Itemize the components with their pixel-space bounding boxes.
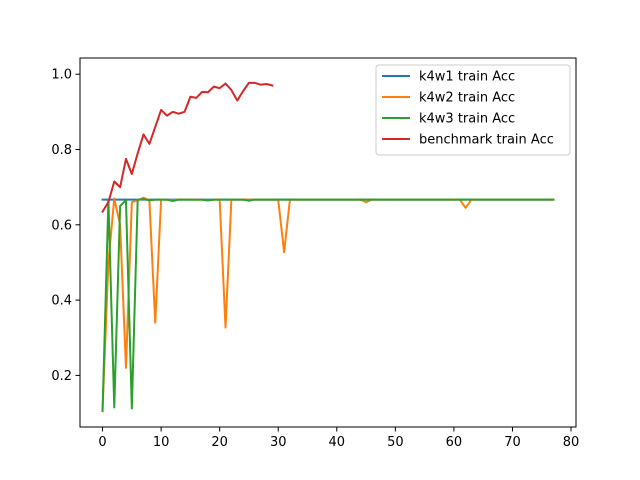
y-tick-label: 1.0 [51, 68, 72, 83]
legend: k4w1 train Acc k4w2 train Acc k4w3 train A… [375, 64, 571, 156]
y-tick-label: 0.2 [51, 369, 72, 384]
y-tick-label: 0.6 [51, 218, 72, 233]
series-line-2 [101, 198, 555, 413]
x-tick-label: 80 [563, 435, 580, 450]
y-axis: 0.2 0.4 0.6 0.8 1.0 [51, 68, 80, 384]
x-tick-label: 30 [270, 435, 287, 450]
x-tick-label: 40 [329, 435, 346, 450]
x-tick-label: 60 [446, 435, 463, 450]
x-axis: 0 10 20 30 40 50 60 70 80 [98, 427, 579, 450]
y-tick-label: 0.8 [51, 143, 72, 158]
series-lines [101, 81, 555, 413]
legend-label-2: k4w3 train Acc [419, 112, 515, 127]
plot-frame [79, 57, 577, 428]
series-line-3 [101, 81, 274, 213]
legend-label-0: k4w1 train Acc [419, 70, 515, 85]
x-tick-label: 50 [387, 435, 404, 450]
x-tick-label: 70 [504, 435, 521, 450]
x-tick-label: 0 [98, 435, 106, 450]
legend-box [375, 64, 571, 156]
y-tick-label: 0.4 [51, 294, 72, 309]
x-tick-label: 10 [153, 435, 170, 450]
legend-label-3: benchmark train Acc [419, 133, 554, 148]
legend-label-1: k4w2 train Acc [419, 91, 515, 106]
x-tick-label: 20 [211, 435, 228, 450]
